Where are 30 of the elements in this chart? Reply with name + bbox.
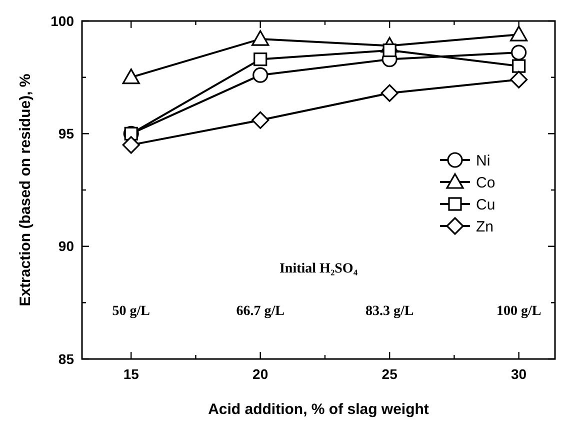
- x-tick-label: 25: [382, 366, 398, 382]
- point: [252, 67, 268, 83]
- y-tick-label: 100: [50, 12, 74, 29]
- annotation: 83.3 g/L: [365, 304, 414, 319]
- y-tick-label: 90: [58, 238, 74, 254]
- x-tick-label: 30: [511, 366, 527, 382]
- annotation: Initial H₂SO₄: [279, 262, 358, 277]
- legend-label: Cu: [476, 196, 496, 214]
- annotation: 66.7 g/L: [236, 304, 284, 319]
- legend-label: Zn: [476, 218, 494, 236]
- point: [122, 68, 140, 84]
- point: [254, 52, 268, 66]
- point: [252, 111, 270, 129]
- point: [380, 84, 398, 102]
- legend-label: Ni: [476, 152, 490, 170]
- y-axis-title: Extraction (based on residue), %: [17, 74, 34, 306]
- legend-label: Co: [476, 174, 496, 192]
- x-tick-label: 15: [123, 366, 140, 382]
- annotation: 50 g/L: [112, 304, 150, 319]
- x-axis-title: Acid addition, % of slag weight: [208, 401, 429, 418]
- point: [252, 30, 270, 46]
- y-tick-label: 85: [58, 350, 74, 367]
- point: [512, 59, 526, 73]
- x-tick-label: 20: [252, 366, 268, 382]
- y-tick-label: 95: [58, 126, 74, 142]
- point: [511, 44, 527, 60]
- point: [122, 136, 140, 154]
- point: [510, 26, 528, 42]
- point: [510, 70, 528, 88]
- annotation: 100 g/L: [496, 304, 542, 319]
